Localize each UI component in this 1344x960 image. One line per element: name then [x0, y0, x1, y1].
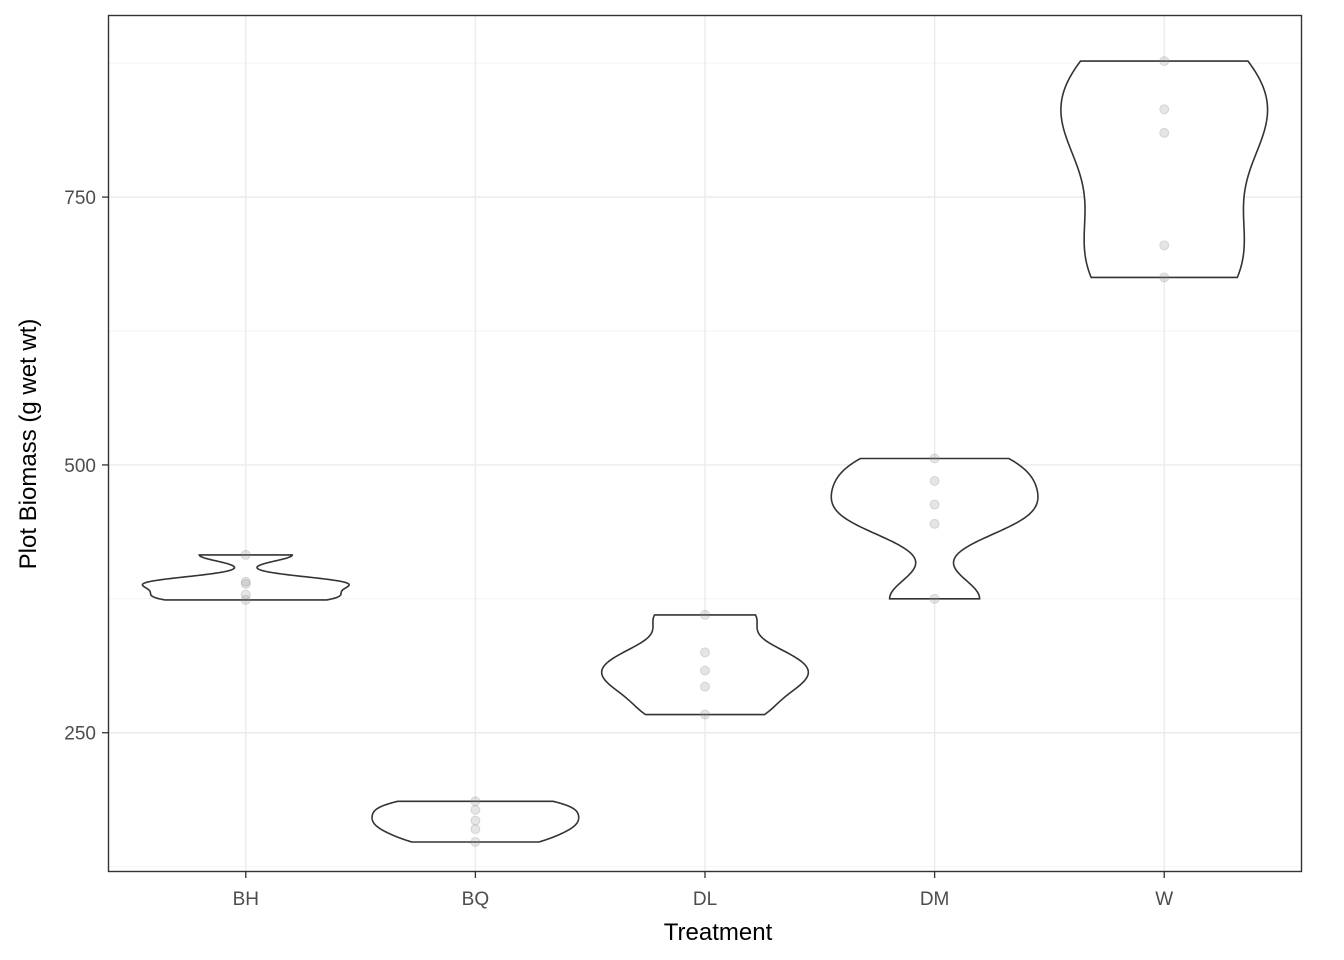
axes: 250 500 750 BH BQ DL DM W	[64, 188, 1173, 910]
violin-w	[1060, 60, 1269, 279]
data-point	[470, 824, 481, 835]
violin-dl	[600, 614, 810, 716]
violins	[141, 60, 1269, 843]
data-point	[929, 518, 940, 529]
data-point	[929, 453, 940, 464]
x-tick-label: DL	[693, 889, 717, 910]
x-tick-label: BQ	[462, 889, 489, 910]
panel-border	[107, 14, 1303, 873]
violin-bh	[141, 554, 350, 601]
data-point	[470, 796, 481, 807]
y-axis-title: Plot Biomass (g wet wt)	[15, 319, 42, 570]
data-point	[470, 815, 481, 826]
data-point	[240, 576, 251, 587]
data-point	[240, 594, 251, 605]
data-point	[700, 665, 710, 676]
data-point	[240, 549, 251, 560]
data-point	[700, 709, 710, 720]
data-point	[1159, 104, 1170, 115]
data-point	[929, 593, 940, 604]
data-point	[1159, 240, 1170, 251]
data-point	[470, 837, 481, 848]
data-point	[700, 647, 710, 658]
data-point	[1159, 56, 1170, 67]
y-tick-label: 750	[64, 188, 96, 209]
data-point	[700, 609, 710, 620]
y-tick-label: 500	[64, 456, 96, 477]
data-points	[240, 56, 1170, 848]
x-tick-label: BH	[233, 889, 259, 910]
data-point	[700, 681, 710, 692]
x-tick-label: DM	[920, 889, 950, 910]
data-point	[929, 475, 940, 486]
x-axis-title: Treatment	[664, 919, 773, 946]
y-tick-label: 250	[64, 724, 96, 745]
data-point	[1159, 272, 1170, 283]
data-point	[929, 499, 940, 510]
data-point	[1159, 127, 1170, 138]
data-point	[240, 589, 251, 600]
x-tick-label: W	[1155, 889, 1173, 910]
data-point	[240, 578, 251, 589]
data-point	[470, 804, 481, 815]
violin-bq	[371, 800, 580, 843]
violin-dm	[830, 457, 1039, 600]
